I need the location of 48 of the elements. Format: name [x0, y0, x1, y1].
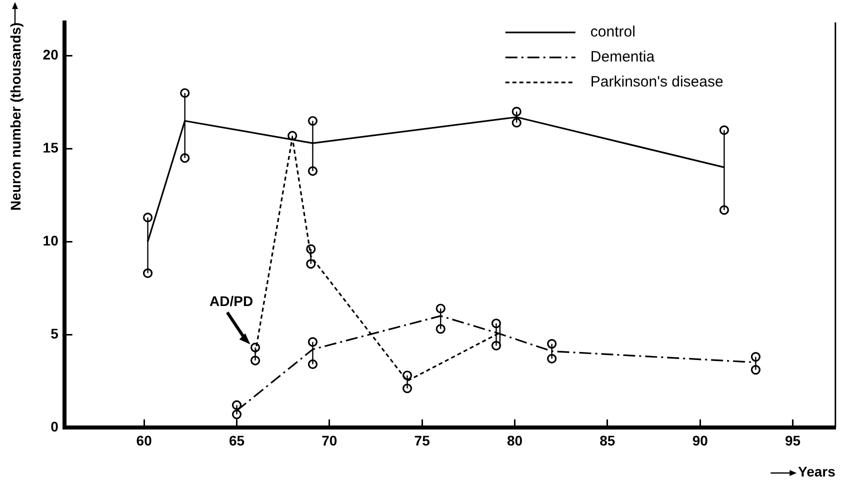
point — [719, 125, 729, 135]
point — [180, 153, 190, 163]
y-tick-label: 15 — [42, 140, 59, 156]
point — [306, 259, 316, 269]
x-tick-label: 85 — [600, 432, 616, 449]
annotation: AD/PD — [209, 293, 254, 310]
point — [308, 337, 318, 347]
point — [512, 118, 522, 128]
point — [232, 410, 242, 420]
point — [750, 365, 761, 375]
x-tick-label: 90 — [692, 432, 708, 449]
y-tick-label: 10 — [42, 232, 59, 248]
point — [402, 370, 412, 380]
point — [306, 244, 316, 254]
point — [232, 400, 242, 410]
point — [491, 318, 502, 328]
point — [491, 340, 502, 350]
point — [512, 106, 522, 116]
y-axis-title: Neuron number (thousands) — [7, 22, 24, 211]
point — [547, 339, 557, 349]
point — [436, 324, 446, 334]
point — [142, 212, 153, 222]
x-axis-title: Years — [798, 463, 836, 480]
legend-label: control — [590, 24, 636, 41]
x-tick-label: 70 — [322, 432, 338, 449]
point — [308, 116, 318, 126]
point — [402, 384, 412, 394]
point — [142, 268, 153, 278]
point — [547, 354, 557, 364]
x-tick-label: 60 — [136, 432, 152, 449]
point — [719, 205, 729, 215]
y-tick-label: 5 — [50, 325, 59, 342]
point — [308, 359, 318, 370]
x-tick-label: 80 — [506, 432, 523, 449]
point — [750, 352, 761, 362]
y-tick-label: 0 — [50, 418, 59, 434]
point — [250, 342, 260, 352]
y-tick-label: 20 — [42, 46, 59, 63]
legend-label: Dementia — [590, 48, 656, 66]
point — [436, 304, 446, 314]
point — [288, 130, 298, 141]
point — [308, 166, 318, 176]
legend-label: Parkinson's disease — [590, 74, 724, 91]
x-tick-label: 95 — [784, 432, 801, 449]
point — [250, 356, 260, 366]
x-tick-label: 75 — [414, 432, 430, 449]
point — [180, 88, 190, 98]
x-tick-label: 65 — [228, 432, 245, 449]
